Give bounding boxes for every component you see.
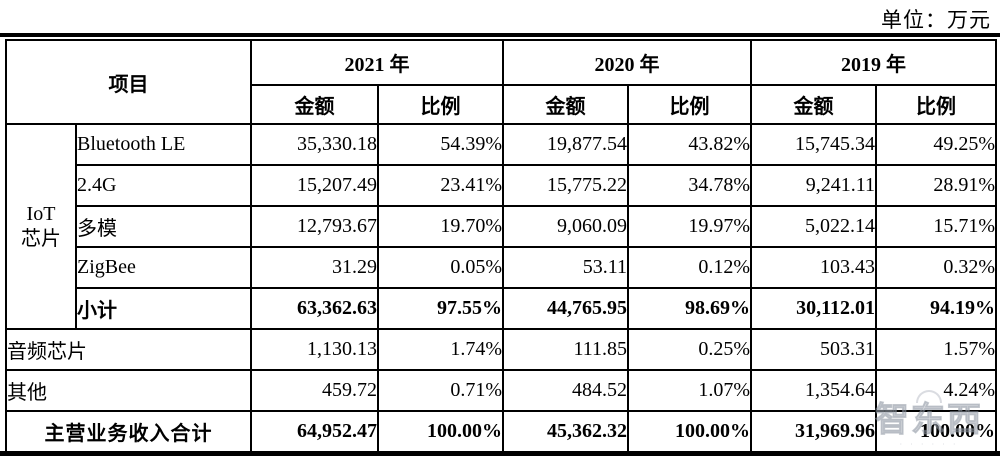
table-row: IoT 芯片 Bluetooth LE 35,330.18 54.39% 19,… <box>5 123 997 330</box>
amount-cell: 1,130.13 <box>250 328 379 371</box>
amount-cell: 1,354.64 <box>750 369 877 412</box>
table-row: 其他 459.72 0.71% 484.52 1.07% 1,354.64 4.… <box>5 369 997 412</box>
row-label: 多模 <box>75 205 252 248</box>
ratio-cell: 1.57% <box>875 328 997 371</box>
header-ratio-2019: 比例 <box>875 84 997 125</box>
revenue-breakdown-table: 项目 2021 年 2020 年 2019 年 金额 比例 金额 比例 金额 比… <box>5 39 997 453</box>
ratio-cell: 100.00% <box>627 410 752 453</box>
amount-cell: 111.85 <box>502 328 629 371</box>
table-row: 音频芯片 1,130.13 1.74% 111.85 0.25% 503.31 … <box>5 328 997 371</box>
amount-cell: 53.11 <box>502 246 629 289</box>
table-row: 多模 12,793.67 19.70% 9,060.09 19.97% 5,02… <box>6 205 997 248</box>
table-row: 2.4G 15,207.49 23.41% 15,775.22 34.78% 9… <box>6 164 997 207</box>
amount-cell: 103.43 <box>750 246 877 289</box>
table-row: ZigBee 31.29 0.05% 53.11 0.12% 103.43 0.… <box>6 246 997 289</box>
ratio-cell: 15.71% <box>875 205 997 248</box>
row-label: 其他 <box>5 369 252 412</box>
amount-cell: 15,207.49 <box>250 164 379 207</box>
amount-cell: 31,969.96 <box>750 410 877 453</box>
row-label: 音频芯片 <box>5 328 252 371</box>
header-year-2020: 2020 年 <box>502 39 752 86</box>
amount-cell: 12,793.67 <box>250 205 379 248</box>
amount-cell: 19,877.54 <box>502 123 629 166</box>
ratio-cell: 4.24% <box>875 369 997 412</box>
ratio-cell: 1.74% <box>377 328 504 371</box>
amount-cell: 9,060.09 <box>502 205 629 248</box>
ratio-cell: 23.41% <box>377 164 504 207</box>
row-label: Bluetooth LE <box>75 123 252 166</box>
ratio-cell: 0.32% <box>875 246 997 289</box>
table-bottom-rule <box>0 451 1000 456</box>
amount-cell: 15,775.22 <box>502 164 629 207</box>
amount-cell: 5,022.14 <box>750 205 877 248</box>
table-top-rule <box>0 33 1000 37</box>
ratio-cell: 94.19% <box>875 287 997 330</box>
ratio-cell: 28.91% <box>875 164 997 207</box>
ratio-cell: 0.71% <box>377 369 504 412</box>
ratio-cell: 97.55% <box>377 287 504 330</box>
ratio-cell: 19.97% <box>627 205 752 248</box>
header-year-2019: 2019 年 <box>750 39 997 86</box>
ratio-cell: 100.00% <box>875 410 997 453</box>
amount-cell: 30,112.01 <box>750 287 877 330</box>
ratio-cell: 49.25% <box>875 123 997 166</box>
ratio-cell: 54.39% <box>377 123 504 166</box>
header-amount-2021: 金额 <box>250 84 379 125</box>
unit-label: 单位：万元 <box>881 8 991 32</box>
amount-cell: 35,330.18 <box>250 123 379 166</box>
header-amount-2019: 金额 <box>750 84 877 125</box>
amount-cell: 15,745.34 <box>750 123 877 166</box>
header-project: 项目 <box>5 39 252 125</box>
ratio-cell: 0.12% <box>627 246 752 289</box>
row-label: 小计 <box>75 287 252 330</box>
amount-cell: 63,362.63 <box>250 287 379 330</box>
header-ratio-2021: 比例 <box>377 84 504 125</box>
amount-cell: 9,241.11 <box>750 164 877 207</box>
ratio-cell: 98.69% <box>627 287 752 330</box>
ratio-cell: 0.25% <box>627 328 752 371</box>
amount-cell: 44,765.95 <box>502 287 629 330</box>
table-row-total: 主营业务收入合计 64,952.47 100.00% 45,362.32 100… <box>5 410 997 453</box>
ratio-cell: 19.70% <box>377 205 504 248</box>
amount-cell: 503.31 <box>750 328 877 371</box>
amount-cell: 31.29 <box>250 246 379 289</box>
amount-cell: 64,952.47 <box>250 410 379 453</box>
ratio-cell: 100.00% <box>377 410 504 453</box>
row-label: 2.4G <box>75 164 252 207</box>
amount-cell: 45,362.32 <box>502 410 629 453</box>
row-label: ZigBee <box>75 246 252 289</box>
iot-group-cell: IoT 芯片 <box>5 123 77 330</box>
amount-cell: 459.72 <box>250 369 379 412</box>
total-row-label: 主营业务收入合计 <box>5 410 252 453</box>
iot-group-line1: IoT <box>26 202 56 225</box>
header-year-2021: 2021 年 <box>250 39 504 86</box>
table-row-subtotal: 小计 63,362.63 97.55% 44,765.95 98.69% 30,… <box>6 287 997 330</box>
ratio-cell: 0.05% <box>377 246 504 289</box>
amount-cell: 484.52 <box>502 369 629 412</box>
header-amount-2020: 金额 <box>502 84 629 125</box>
header-ratio-2020: 比例 <box>627 84 752 125</box>
ratio-cell: 1.07% <box>627 369 752 412</box>
ratio-cell: 34.78% <box>627 164 752 207</box>
ratio-cell: 43.82% <box>627 123 752 166</box>
iot-group-line2: 芯片 <box>21 227 61 250</box>
